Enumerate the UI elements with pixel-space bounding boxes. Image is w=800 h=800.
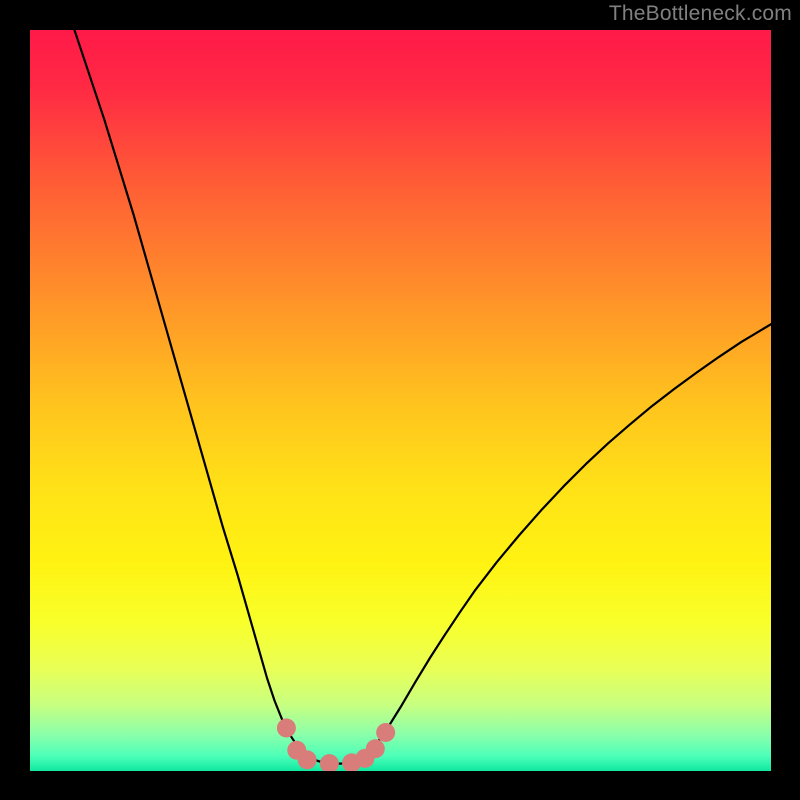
valley-marker <box>277 719 296 738</box>
valley-marker <box>366 739 385 758</box>
valley-marker <box>376 723 395 742</box>
plot-area <box>30 30 771 771</box>
stage: TheBottleneck.com <box>0 0 800 800</box>
watermark-text: TheBottleneck.com <box>609 2 792 26</box>
valley-marker <box>298 750 317 769</box>
chart-svg <box>30 30 771 771</box>
